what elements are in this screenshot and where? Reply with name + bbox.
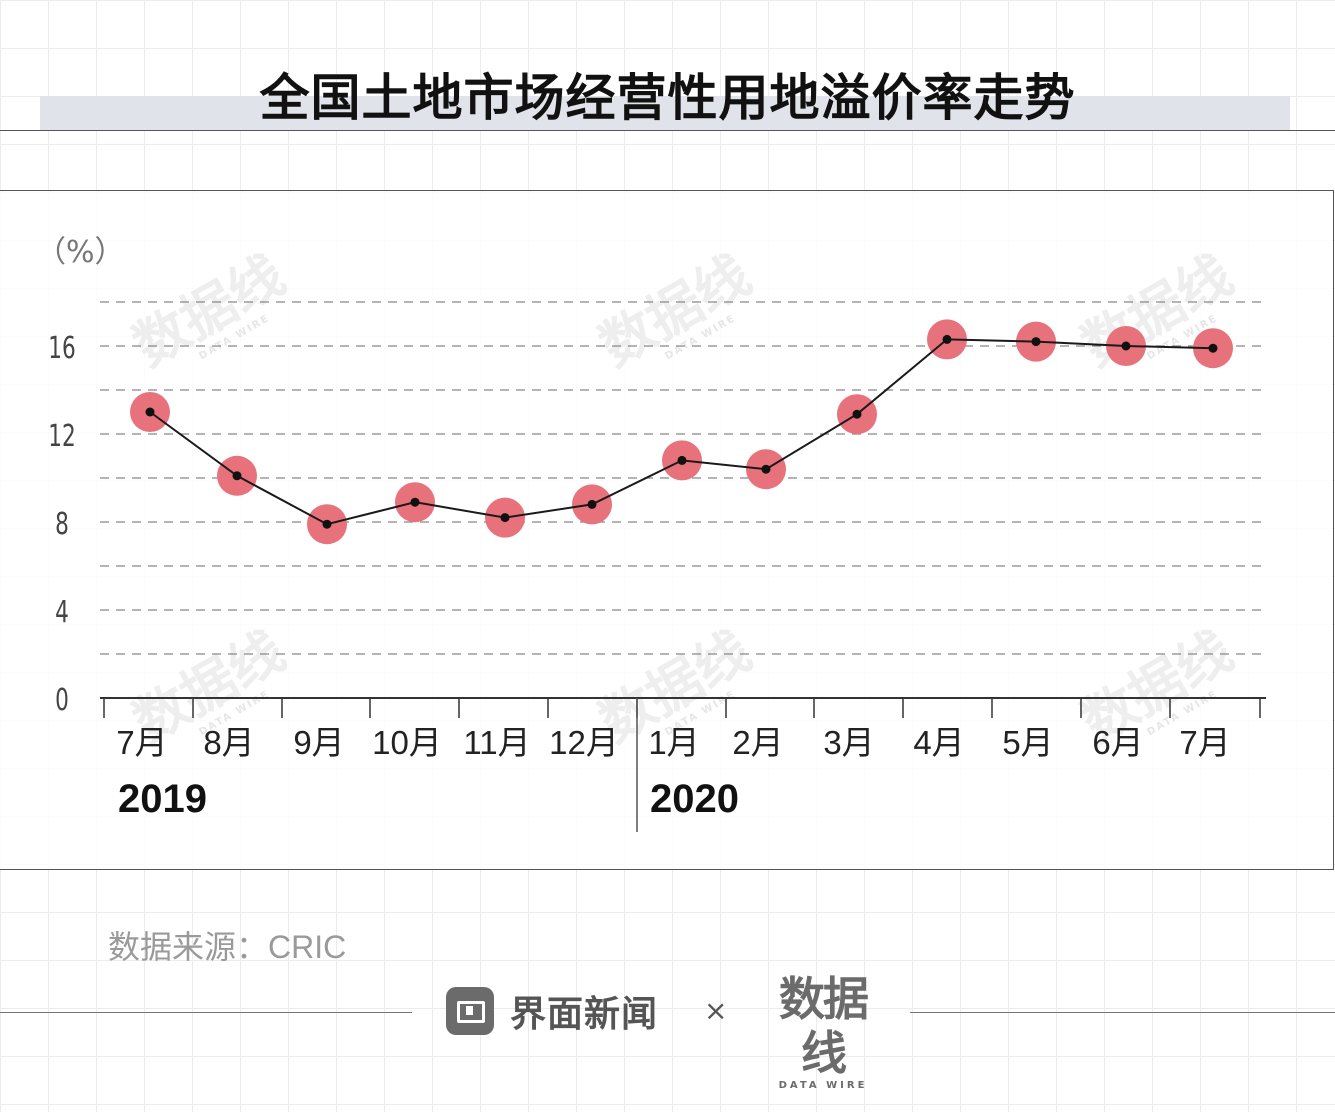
x-tick-label: 6月	[1092, 724, 1143, 761]
y-tick-label: 8	[55, 508, 69, 542]
x-axis	[100, 697, 1266, 832]
jiemian-logo: 界面新闻	[446, 986, 658, 1036]
data-point	[410, 497, 420, 507]
jiemian-icon	[446, 987, 494, 1035]
x-tick-label: 10月	[372, 724, 442, 761]
data-point	[232, 471, 242, 481]
series-line	[149, 338, 1214, 526]
series-group	[130, 319, 1233, 545]
x-tick-label: 8月	[203, 724, 254, 761]
datawire-logo: 数据线 DATA WIRE	[762, 972, 884, 1092]
x-tick-label: 11月	[463, 724, 530, 761]
chart-title: 全国土地市场经营性用地溢价率走势	[259, 69, 1076, 127]
x-tick-label: 12月	[549, 724, 619, 761]
y-tick-label: 4	[55, 596, 69, 630]
x-tick-label: 1月	[648, 724, 699, 761]
data-point	[587, 499, 597, 509]
footer-rule-left	[0, 1012, 412, 1013]
x-tick-label: 3月	[823, 724, 874, 761]
year-label: 2019	[118, 777, 207, 821]
y-axis-unit: （%）	[36, 235, 125, 270]
x-tick-label: 4月	[913, 724, 964, 761]
title-rule	[0, 130, 1335, 131]
times-separator: ×	[704, 994, 728, 1027]
data-point	[500, 513, 510, 523]
footer-rule-right	[910, 1012, 1335, 1013]
y-tick-label: 16	[48, 332, 75, 366]
data-point	[761, 464, 771, 474]
chart-panel	[0, 190, 1334, 870]
y-tick-label: 12	[48, 420, 75, 454]
data-point	[942, 334, 952, 344]
x-tick-label: 7月	[116, 724, 167, 761]
year-labels: 2019 2020	[118, 777, 739, 821]
year-label: 2020	[650, 777, 739, 821]
y-axis-labels: 0 4 8 12 16	[48, 332, 75, 718]
data-point	[1208, 343, 1218, 353]
data-point	[1031, 337, 1041, 347]
data-point	[852, 409, 862, 419]
title-band	[40, 96, 1290, 130]
jiemian-brand-text: 界面新闻	[510, 994, 659, 1035]
x-axis-labels: 7月 8月 9月 10月 11月 12月 1月 2月 3月 4月 5月 6月 7月	[116, 724, 1230, 761]
x-tick-label: 5月	[1002, 724, 1053, 761]
data-point	[322, 519, 332, 529]
data-source: 数据来源：CRIC	[108, 929, 347, 965]
data-point	[1121, 341, 1131, 351]
datawire-brand-sub: DATA WIRE	[778, 1080, 868, 1091]
x-tick-label: 7月	[1179, 724, 1230, 761]
x-tick-label: 9月	[293, 724, 344, 761]
x-tick-label: 2月	[732, 724, 783, 761]
datawire-brand-text: 数据线	[779, 972, 869, 1080]
data-point	[145, 407, 155, 417]
data-point	[677, 455, 687, 465]
y-tick-label: 0	[55, 684, 69, 718]
